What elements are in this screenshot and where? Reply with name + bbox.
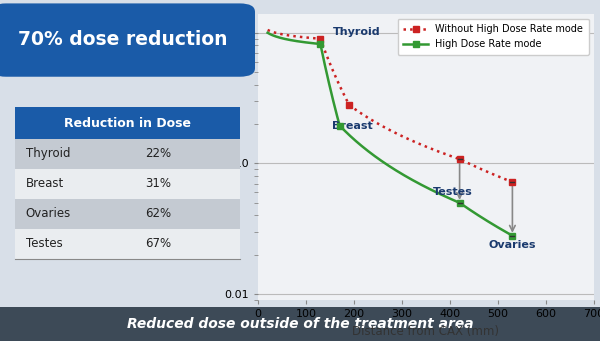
Text: Breast: Breast [26,177,64,190]
Text: Ovaries: Ovaries [488,240,536,250]
Text: 62%: 62% [145,207,172,220]
Text: Ovaries: Ovaries [26,207,71,220]
Text: 67%: 67% [145,237,172,250]
Text: Reduced dose outside of the treatment area: Reduced dose outside of the treatment ar… [127,317,473,331]
Text: Testes: Testes [433,187,473,197]
Legend: Without High Dose Rate mode, High Dose Rate mode: Without High Dose Rate mode, High Dose R… [398,18,589,55]
Text: 22%: 22% [145,147,172,160]
Text: Reduction in Dose: Reduction in Dose [64,117,191,130]
Text: 70% dose reduction: 70% dose reduction [18,30,228,49]
Text: Testes: Testes [26,237,62,250]
Text: Thyroid: Thyroid [332,28,380,38]
Text: Thyroid: Thyroid [26,147,70,160]
Y-axis label: Relative dose: Relative dose [206,117,219,197]
Text: 31%: 31% [145,177,172,190]
Text: Breast: Breast [332,120,373,131]
X-axis label: Distance from CAX (mm): Distance from CAX (mm) [353,325,499,338]
